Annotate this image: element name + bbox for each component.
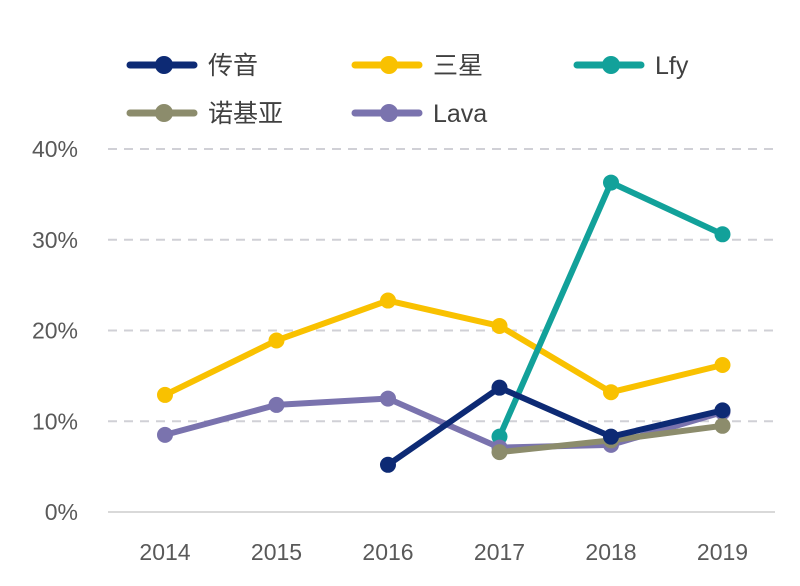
legend-marker bbox=[602, 56, 620, 74]
legend-label: Lfy bbox=[655, 52, 689, 80]
data-point bbox=[491, 379, 508, 396]
legend-item: Lfy bbox=[573, 52, 689, 80]
x-tick-label: 2014 bbox=[139, 539, 190, 565]
legend-item: Lava bbox=[351, 100, 487, 128]
data-point bbox=[268, 332, 285, 349]
x-tick-label: 2015 bbox=[251, 539, 302, 565]
data-point bbox=[157, 386, 173, 403]
series-3 bbox=[491, 174, 731, 445]
legend-item: 三星 bbox=[351, 52, 483, 80]
data-point bbox=[491, 317, 508, 334]
y-tick-label: 40% bbox=[32, 136, 78, 162]
y-tick-label: 30% bbox=[32, 227, 78, 253]
y-tick-label: 20% bbox=[32, 318, 78, 344]
data-point bbox=[714, 402, 731, 419]
data-point bbox=[603, 384, 619, 401]
series-1 bbox=[380, 379, 731, 473]
legend-item: 传音 bbox=[126, 52, 258, 80]
legend-marker bbox=[380, 56, 398, 74]
x-tick-label: 2016 bbox=[362, 539, 413, 565]
data-point bbox=[157, 426, 173, 443]
legend-item: 诺基亚 bbox=[126, 100, 283, 128]
legend-label: 三星 bbox=[433, 52, 483, 80]
data-point bbox=[714, 356, 731, 373]
legend-marker bbox=[380, 104, 398, 122]
y-tick-label: 10% bbox=[32, 408, 78, 434]
y-tick-label: 0% bbox=[45, 499, 78, 525]
data-point bbox=[491, 444, 508, 461]
data-point bbox=[603, 174, 619, 191]
legend-label: 传音 bbox=[208, 52, 258, 80]
data-point bbox=[603, 428, 619, 445]
series-2 bbox=[157, 292, 731, 403]
legend-label: Lava bbox=[433, 100, 487, 128]
legend-marker bbox=[155, 56, 173, 74]
data-point bbox=[714, 417, 731, 434]
x-tick-label: 2019 bbox=[697, 539, 748, 565]
series-line bbox=[386, 384, 724, 468]
data-point bbox=[380, 390, 396, 407]
x-tick-label: 2017 bbox=[474, 539, 525, 565]
legend-label: 诺基亚 bbox=[208, 100, 283, 128]
series-line bbox=[163, 297, 724, 398]
data-point bbox=[714, 226, 731, 243]
data-point bbox=[380, 456, 396, 473]
data-point bbox=[268, 396, 285, 413]
x-tick-label: 2018 bbox=[585, 539, 636, 565]
data-point bbox=[380, 292, 396, 309]
legend-marker bbox=[155, 104, 173, 122]
